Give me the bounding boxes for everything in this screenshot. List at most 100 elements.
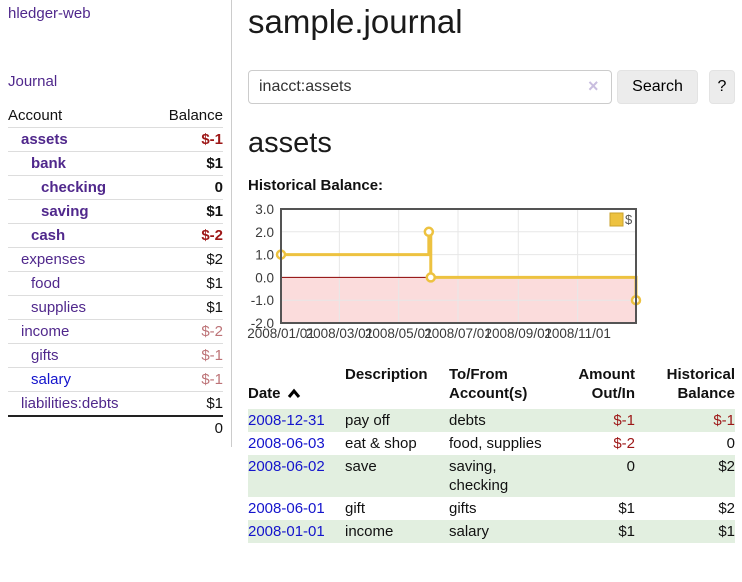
transaction-accounts: salary (449, 523, 490, 540)
transaction-amount: $-2 (613, 435, 635, 452)
account-row: gifts $-1 (8, 343, 223, 368)
transaction-accounts: food, supplies (449, 435, 542, 452)
account-balance: 0 (152, 175, 223, 200)
accounts-header-account: Account (8, 104, 153, 128)
chart-canvas: $3.0 2.0 1.0 0.0 -1.0 -2.02008/01/012008/03/0… (247, 202, 642, 341)
transaction-date-link[interactable]: 2008-12-31 (248, 412, 325, 429)
accounts-header-row: Account Balance (8, 104, 223, 128)
account-row: checking 0 (8, 175, 223, 200)
account-link-saving[interactable]: saving (41, 203, 89, 220)
register-row: 2008-06-01 gift gifts $1 $2 (248, 497, 735, 520)
svg-text:2.0: 2.0 (255, 225, 274, 240)
register-header-accounts: To/From Account(s) (449, 366, 528, 402)
register-row: 2008-12-31 pay off debts $-1 $-1 (248, 409, 735, 432)
page-title: sample.journal (248, 3, 463, 40)
transaction-date-link[interactable]: 2008-06-02 (248, 458, 325, 475)
account-row: saving $1 (8, 199, 223, 224)
account-link-income[interactable]: income (21, 323, 70, 340)
transaction-balance: $2 (718, 458, 735, 475)
account-row: salary $-1 (8, 367, 223, 392)
account-row: expenses $2 (8, 247, 223, 272)
main-content: sample.journal × Search ? assets Histori… (247, 0, 735, 543)
sidebar-item-journal[interactable]: Journal (8, 73, 58, 90)
svg-text:-2.0: -2.0 (251, 316, 274, 331)
search-button[interactable]: Search (617, 70, 698, 104)
account-balance: $1 (152, 271, 223, 296)
account-row: cash $-2 (8, 223, 223, 248)
svg-text:2008/03/01: 2008/03/01 (306, 326, 374, 341)
transaction-description: save (345, 458, 377, 475)
account-balance: $1 (152, 391, 223, 417)
account-row: supplies $1 (8, 295, 223, 320)
transaction-accounts: gifts (449, 500, 477, 517)
sort-ascending-icon (287, 388, 300, 398)
account-heading: assets (248, 127, 332, 159)
transaction-description: gift (345, 500, 366, 517)
register-header-date[interactable]: Date (248, 363, 345, 409)
transaction-balance: $2 (718, 500, 735, 517)
transaction-balance: $1 (718, 523, 735, 540)
account-link-supplies[interactable]: supplies (31, 299, 87, 316)
historical-balance-chart: $3.0 2.0 1.0 0.0 -1.0 -2.0 2008/01/01 2008/03/0… (247, 201, 735, 347)
transaction-amount: 0 (626, 458, 635, 475)
transaction-amount: $-1 (613, 412, 635, 429)
svg-text:2008/05/01: 2008/05/01 (365, 326, 433, 341)
clear-search-icon[interactable]: × (588, 76, 599, 96)
transaction-description: income (345, 523, 394, 540)
register-table: Date Description To/From Account(s) Amou… (248, 363, 735, 543)
transaction-amount: $1 (618, 500, 635, 517)
account-balance: $2 (152, 247, 223, 272)
chart-title: Historical Balance: (248, 177, 384, 194)
transaction-accounts: saving, checking (449, 458, 509, 494)
account-row: income $-2 (8, 319, 223, 344)
account-link-bank[interactable]: bank (31, 155, 67, 172)
transaction-date-link[interactable]: 2008-06-03 (248, 435, 325, 452)
accounts-total-row: 0 (8, 415, 223, 440)
transaction-accounts: debts (449, 412, 486, 429)
svg-text:1.0: 1.0 (255, 248, 274, 263)
transaction-description: pay off (345, 412, 390, 429)
account-link-cash[interactable]: cash (31, 227, 66, 244)
account-link-checking[interactable]: checking (41, 179, 107, 196)
search-input[interactable] (248, 70, 612, 104)
account-balance: $-1 (152, 127, 223, 152)
account-link-food[interactable]: food (31, 275, 61, 292)
svg-text:2008/09/01: 2008/09/01 (485, 326, 553, 341)
account-balance: $-1 (152, 367, 223, 392)
register-header-balance: Historical Balance (666, 366, 735, 402)
accounts-total-balance: 0 (152, 415, 223, 440)
register-row: 2008-01-01 income salary $1 $1 (248, 520, 735, 543)
account-balance: $-2 (152, 319, 223, 344)
account-balance: $1 (152, 199, 223, 224)
search-form: × Search ? (248, 70, 735, 104)
account-balance: $1 (152, 295, 223, 320)
account-link-liabilities-debts[interactable]: liabilities:debts (21, 395, 119, 412)
register-row: 2008-06-03 eat & shop food, supplies $-2… (248, 432, 735, 455)
account-balance: $-1 (152, 343, 223, 368)
account-link-expenses[interactable]: expenses (21, 251, 86, 268)
transaction-amount: $1 (618, 523, 635, 540)
transaction-balance: $-1 (713, 412, 735, 429)
register-header-amount: Amount Out/In (578, 366, 635, 402)
svg-text:3.0: 3.0 (255, 202, 274, 217)
account-row: bank $1 (8, 151, 223, 176)
account-row: liabilities:debts $1 (8, 391, 223, 417)
svg-text:-1.0: -1.0 (251, 293, 274, 308)
svg-text:0.0: 0.0 (255, 270, 274, 285)
app-brand-link[interactable]: hledger-web (8, 5, 91, 22)
transaction-date-link[interactable]: 2008-01-01 (248, 523, 325, 540)
svg-text:2008/07/01: 2008/07/01 (424, 326, 492, 341)
account-link-salary[interactable]: salary (31, 371, 72, 388)
sidebar: hledger-web Journal Account Balance asse… (0, 0, 232, 447)
transaction-balance: 0 (726, 435, 735, 452)
account-balance: $1 (152, 151, 223, 176)
account-link-assets[interactable]: assets (21, 131, 68, 148)
transaction-date-link[interactable]: 2008-06-01 (248, 500, 325, 517)
accounts-table: Account Balance assets $-1 bank $1 check… (8, 104, 223, 440)
register-header-date-label: Date (248, 385, 281, 402)
register-header-row: Date Description To/From Account(s) Amou… (248, 363, 735, 409)
account-link-gifts[interactable]: gifts (31, 347, 59, 364)
account-row: food $1 (8, 271, 223, 296)
account-balance: $-2 (152, 223, 223, 248)
help-button[interactable]: ? (709, 70, 735, 104)
